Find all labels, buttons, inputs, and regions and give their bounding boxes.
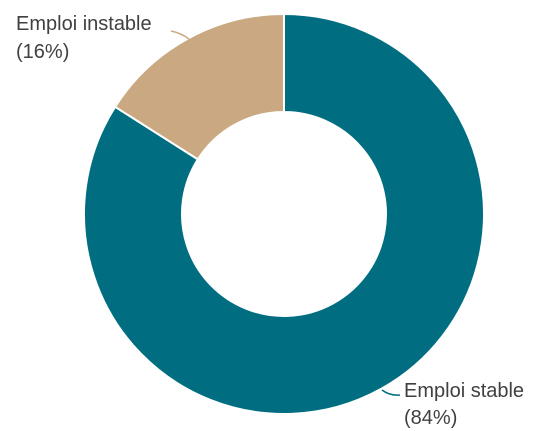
donut-slices [83,12,485,415]
slice-label-value: (16%) [16,41,69,63]
label-emploi-stable: Emploi stable (84%) [381,380,524,429]
slice-label-name: Emploi stable [404,380,524,402]
slice-label-value: (84%) [404,407,457,429]
leader-line-emploi-instable [170,30,190,40]
slice-label-name: Emploi instable [16,13,152,35]
label-emploi-instable: Emploi instable (16%) [16,13,190,63]
slice-emploi-stable [83,12,485,415]
leader-line-emploi-stable [381,389,401,396]
slice-emploi-instable [113,12,285,161]
